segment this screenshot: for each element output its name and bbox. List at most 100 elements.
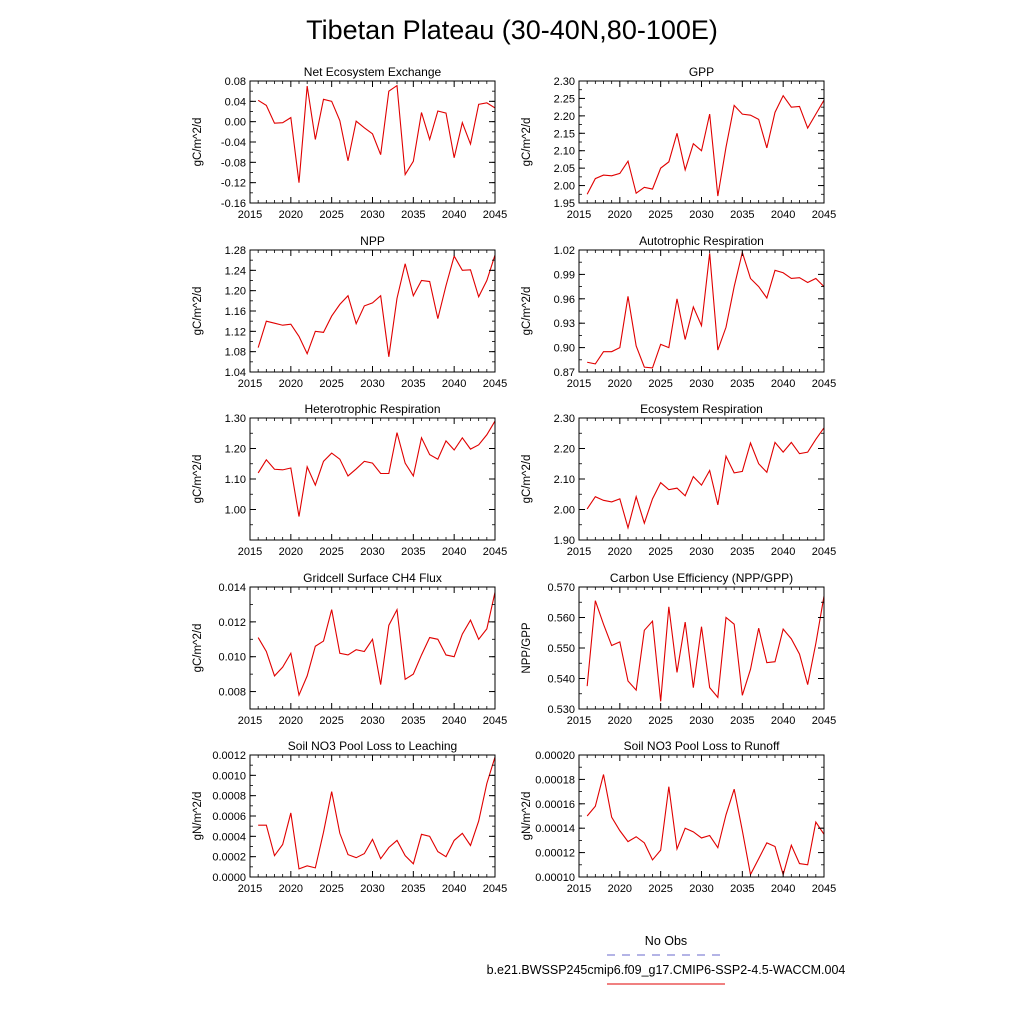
panel-net-ecosystem-exchange: Net Ecosystem Exchange gC/m^2/d 2015 2020 20… — [192, 65, 507, 221]
y-tick-label: 1.24 — [225, 265, 246, 277]
legend-label-model-run: b.e21.BWSSP245cmip6.f09_g17.CMIP6-SSP2-4… — [487, 963, 846, 977]
y-tick-label: 1.28 — [225, 245, 246, 257]
x-tick-label: 2025 — [319, 546, 343, 558]
x-tick-label: 2045 — [812, 378, 836, 390]
y-tick-label: 0.0002 — [212, 852, 246, 864]
x-tick-label: 2035 — [730, 209, 754, 221]
series-line — [257, 254, 496, 357]
y-tick-label: 0.540 — [547, 674, 575, 686]
x-tick-label: 2015 — [567, 715, 591, 727]
y-tick-label: 0.00010 — [535, 872, 575, 884]
series-line — [586, 94, 825, 197]
y-tick-label: 0.00018 — [535, 774, 575, 786]
plot-frame — [578, 249, 825, 373]
x-tick-label: 2015 — [567, 378, 591, 390]
x-tick-label: 2030 — [360, 883, 384, 895]
x-tick-label: 2025 — [648, 883, 672, 895]
y-tick-label: 2.10 — [554, 146, 575, 158]
x-tick-label: 2040 — [771, 715, 795, 727]
x-tick-label: 2015 — [238, 883, 262, 895]
y-axis-label: gC/m^2/d — [521, 118, 533, 167]
x-tick-label: 2025 — [319, 378, 343, 390]
x-tick-label: 2030 — [689, 209, 713, 221]
panel-soil-no3-pool-loss-to-leaching: Soil NO3 Pool Loss to Leaching gN/m^2/d 20… — [192, 739, 507, 895]
panel-title: Net Ecosystem Exchange — [304, 65, 442, 79]
panel-title: GPP — [689, 65, 714, 79]
series-line — [258, 756, 496, 870]
panel-heterotrophic-respiration: Heterotrophic Respiration gC/m^2/d 2015 202… — [192, 402, 507, 558]
y-tick-label: 0.0006 — [212, 811, 246, 823]
panel-title: Autotrophic Respiration — [639, 234, 764, 248]
x-tick-label: 2015 — [238, 378, 262, 390]
x-tick-label: 2035 — [401, 546, 425, 558]
x-tick-label: 2025 — [648, 715, 672, 727]
y-tick-label: -0.16 — [221, 198, 246, 210]
y-tick-label: 1.95 — [554, 198, 575, 210]
x-tick-label: 2025 — [319, 715, 343, 727]
y-axis-label: gC/m^2/d — [192, 624, 204, 673]
panel-title: Heterotrophic Respiration — [304, 402, 440, 416]
panel-title: Soil NO3 Pool Loss to Runoff — [624, 739, 781, 753]
x-tick-label: 2045 — [483, 209, 507, 221]
x-tick-label: 2030 — [360, 378, 384, 390]
y-tick-label: 0.570 — [547, 582, 575, 594]
x-tick-label: 2030 — [689, 378, 713, 390]
y-tick-label: 0.550 — [547, 643, 575, 655]
x-tick-label: 2020 — [279, 209, 303, 221]
y-tick-label: 0.00020 — [535, 750, 575, 762]
plot-frame — [578, 586, 825, 710]
x-tick-label: 2035 — [730, 883, 754, 895]
x-tick-label: 2040 — [442, 378, 466, 390]
y-tick-label: 1.90 — [554, 535, 575, 547]
series-line — [586, 596, 825, 702]
x-tick-label: 2040 — [442, 209, 466, 221]
x-tick-label: 2025 — [319, 883, 343, 895]
x-tick-label: 2020 — [279, 546, 303, 558]
x-tick-label: 2020 — [608, 883, 632, 895]
panel-gpp: GPP gC/m^2/d 2015 2020 2025 2030 2035 2040 2045 1… — [521, 65, 836, 221]
y-tick-label: 0.0004 — [212, 831, 246, 843]
y-tick-label: 0.00012 — [535, 848, 575, 860]
x-tick-label: 2045 — [483, 715, 507, 727]
y-axis-label: gC/m^2/d — [192, 455, 204, 504]
x-tick-label: 2015 — [238, 546, 262, 558]
x-tick-label: 2025 — [648, 378, 672, 390]
x-tick-label: 2035 — [401, 715, 425, 727]
y-tick-label: 0.0008 — [212, 791, 246, 803]
y-tick-label: 1.16 — [225, 306, 246, 318]
series-line — [257, 420, 496, 517]
y-tick-label: 1.20 — [225, 286, 246, 298]
y-tick-label: 0.00014 — [535, 823, 575, 835]
x-tick-label: 2015 — [567, 546, 591, 558]
y-tick-label: 1.30 — [225, 413, 246, 425]
x-tick-label: 2020 — [608, 209, 632, 221]
plot-frame — [249, 417, 496, 541]
x-tick-label: 2030 — [360, 209, 384, 221]
plot-frame — [578, 417, 825, 541]
y-tick-label: 0.00 — [225, 117, 246, 129]
y-tick-label: 0.90 — [554, 343, 575, 355]
x-tick-label: 2035 — [730, 715, 754, 727]
y-tick-label: 1.12 — [225, 326, 246, 338]
x-tick-label: 2020 — [608, 546, 632, 558]
x-tick-label: 2020 — [279, 378, 303, 390]
x-tick-label: 2015 — [567, 883, 591, 895]
x-tick-label: 2040 — [771, 209, 795, 221]
x-tick-label: 2045 — [483, 883, 507, 895]
y-tick-label: 0.012 — [218, 617, 246, 629]
x-tick-label: 2025 — [648, 546, 672, 558]
legend-label-no-obs: No Obs — [645, 934, 687, 948]
y-tick-label: 2.20 — [554, 444, 575, 456]
y-tick-label: 1.20 — [225, 444, 246, 456]
panel-title: Soil NO3 Pool Loss to Leaching — [288, 739, 457, 753]
series-line — [257, 592, 496, 697]
x-tick-label: 2045 — [812, 209, 836, 221]
x-tick-label: 2030 — [360, 546, 384, 558]
x-tick-label: 2025 — [648, 209, 672, 221]
figure-title: Tibetan Plateau (30-40N,80-100E) — [306, 15, 718, 45]
y-tick-label: 2.00 — [554, 181, 575, 193]
y-tick-label: 0.0012 — [212, 750, 246, 762]
y-tick-label: -0.04 — [221, 137, 246, 149]
series-line — [257, 84, 496, 183]
x-tick-label: 2035 — [401, 209, 425, 221]
